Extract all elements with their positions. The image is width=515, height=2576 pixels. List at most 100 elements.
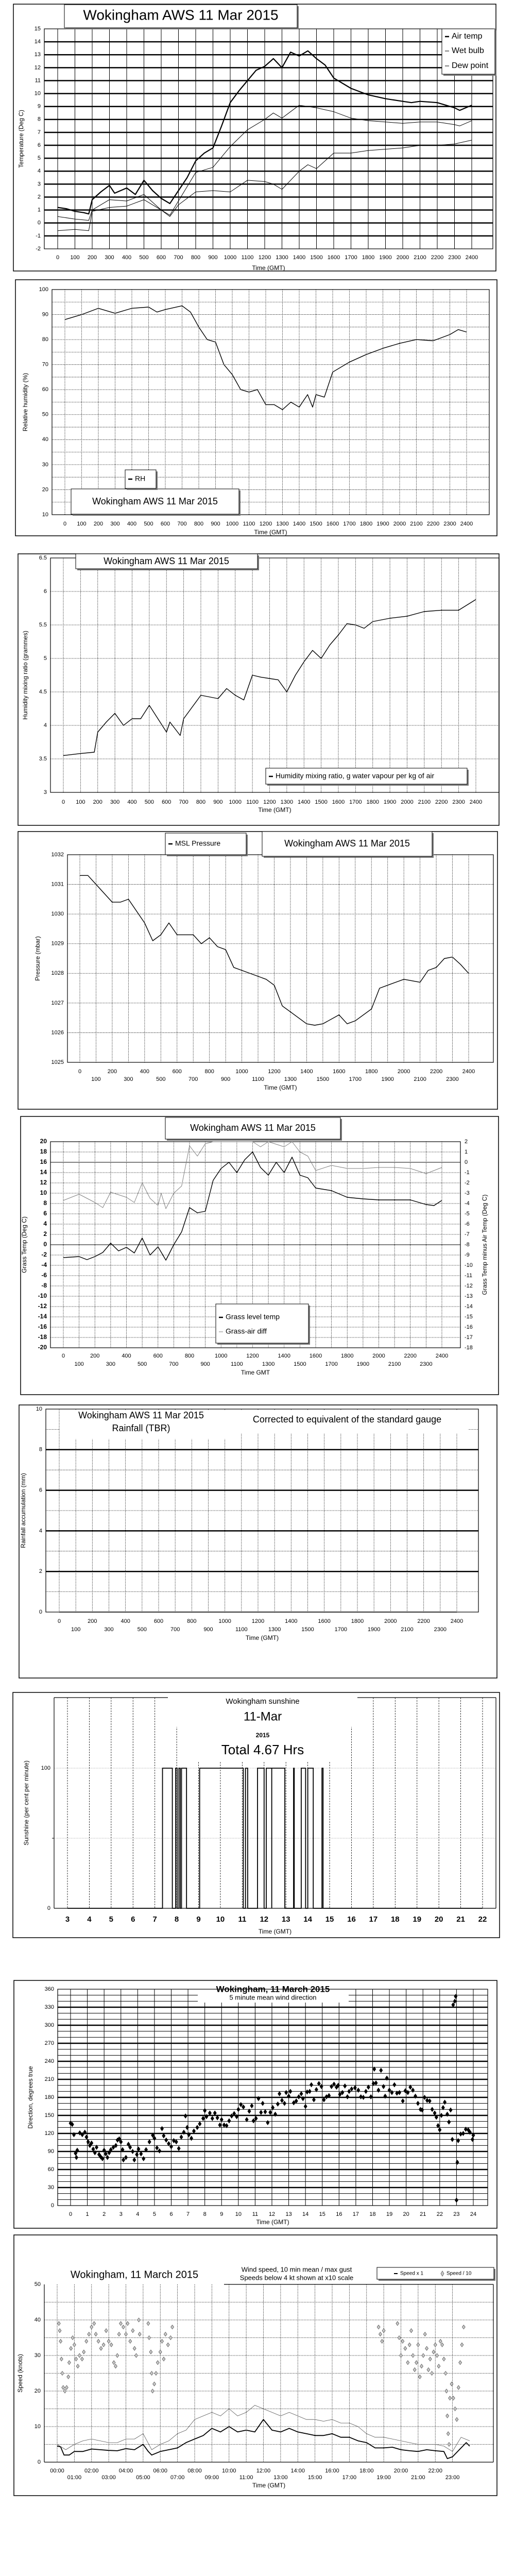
y-tick-label: 2 — [38, 194, 41, 200]
y-tick-label: -12 — [38, 1302, 47, 1310]
chart-title: Wokingham AWS 11 Mar 2015 — [104, 556, 229, 566]
x-tick-label: 900 — [200, 1361, 210, 1367]
title-box — [165, 1117, 341, 1140]
x-tick-label: 18 — [369, 2211, 375, 2217]
wind-direction-point — [420, 2107, 424, 2113]
speed-div10-marker — [134, 2353, 138, 2358]
wind-direction-point — [215, 2115, 219, 2121]
x-tick-label: 400 — [140, 1069, 149, 1075]
speed-div10-marker — [158, 2349, 162, 2354]
wind-direction-point — [204, 2114, 209, 2120]
speed-div10-marker — [447, 2442, 451, 2447]
x-tick-label: 1600 — [318, 1618, 330, 1624]
y2-tick-label: -8 — [465, 1242, 470, 1248]
x-tick-label: 1300 — [281, 799, 293, 805]
x-tick-label: 2 — [102, 2211, 106, 2217]
wind-direction-point — [336, 2082, 340, 2088]
wind-direction-point — [356, 2088, 360, 2093]
x-tick-label: 300 — [110, 521, 119, 527]
series — [63, 599, 476, 756]
x-tick-label: 1500 — [301, 1626, 314, 1633]
x-tick-label: 2300 — [446, 1076, 458, 1082]
x-tick-label: 800 — [185, 1353, 194, 1359]
y-tick-label: 20 — [42, 486, 48, 493]
wind-direction-point — [425, 2097, 429, 2103]
wind-direction-point — [109, 2147, 113, 2153]
y2-tick-label: 0 — [465, 1159, 468, 1165]
speed-div10-marker — [115, 2353, 119, 2358]
wind-direction-point — [366, 2084, 370, 2090]
x-axis-label: Time (GMT) — [258, 806, 291, 814]
speed-div10-marker — [409, 2328, 413, 2333]
y-tick-label: -4 — [41, 1261, 47, 1268]
x-tick-label: 2200 — [404, 1353, 417, 1359]
x-tick-label: 500 — [144, 521, 153, 527]
y-tick-label: 50 — [35, 2281, 41, 2287]
wind-direction-point — [287, 2093, 291, 2099]
x-tick-label: 15 — [319, 2211, 325, 2217]
y-tick-label: 7 — [38, 129, 41, 135]
wind-direction-point — [456, 2138, 460, 2143]
wind-direction-point — [439, 2113, 443, 2118]
x-tick-label: 600 — [157, 255, 166, 261]
x-tick-label: 1300 — [276, 255, 288, 261]
speed-div10-marker — [442, 2357, 446, 2362]
speed-div10-marker — [61, 2385, 65, 2390]
wind-direction-point — [299, 2091, 303, 2096]
wind-direction-point — [162, 2133, 166, 2139]
wind-direction-point — [242, 2104, 246, 2110]
x-tick-label: 3 — [119, 2211, 123, 2217]
x-tick-label: 2000 — [397, 255, 409, 261]
x-tick-label: 0 — [56, 255, 59, 261]
series-line-grass-level-temp — [63, 1151, 442, 1261]
speed-div10-marker — [163, 2332, 167, 2337]
speed-div10-marker — [76, 2364, 80, 2369]
x-tick-label: 09:00 — [205, 2475, 219, 2481]
x-tick-label: 2400 — [460, 521, 473, 527]
x-tick-label: 14:00 — [290, 2468, 305, 2474]
speed-div10-marker — [150, 2371, 153, 2376]
x-tick-label: 22 — [478, 1915, 487, 1924]
speed-div10-marker — [117, 2332, 121, 2337]
wind-direction-point — [225, 2123, 229, 2128]
wind-direction-point — [390, 2090, 394, 2095]
wind-direction-point — [263, 2109, 267, 2114]
x-tick-label: 600 — [153, 1353, 163, 1359]
y-tick-label: 18 — [40, 1148, 47, 1155]
y-tick-label: 0 — [38, 2459, 41, 2465]
wind-direction-point — [245, 2117, 249, 2123]
x-tick-label: 14 — [303, 1915, 312, 1924]
speed-div10-marker — [122, 2325, 125, 2330]
wind-direction-point — [433, 2110, 437, 2116]
x-tick-label: 13 — [282, 1915, 290, 1924]
y2-tick-label: -7 — [465, 1231, 470, 1238]
wind-direction-point — [383, 2093, 387, 2099]
speed-div10-marker — [456, 2385, 460, 2390]
wind-direction-point — [343, 2083, 347, 2089]
wind-direction-point — [382, 2084, 386, 2089]
x-tick-label: 1800 — [341, 1353, 353, 1359]
x-tick-label: 12 — [269, 2211, 275, 2217]
wind-direction-point — [201, 2115, 205, 2121]
x-tick-label: 100 — [77, 521, 86, 527]
y-tick-label: 12 — [35, 64, 41, 71]
title-box — [75, 553, 258, 569]
wind-direction-point — [179, 2134, 183, 2140]
legend-label: Wet bulb — [452, 46, 484, 55]
x-tick-label: 6 — [169, 2211, 173, 2217]
speed-div10-marker — [124, 2332, 128, 2337]
title-area — [198, 1986, 349, 2003]
chart-4: 1025 1026 1027 1028 1029 1030 1031 1032 0 100 200 3… — [18, 831, 498, 1110]
x-tick-label: 900 — [213, 799, 222, 805]
speed-div10-marker — [168, 2335, 173, 2340]
x-tick-label: 1100 — [246, 799, 259, 805]
x-tick-label: 0 — [69, 2211, 72, 2217]
x-tick-label: 1400 — [300, 1069, 313, 1075]
legend-swatch — [440, 2270, 444, 2277]
speed-div10-marker — [397, 2335, 401, 2340]
y-tick-label: 70 — [42, 362, 48, 368]
x-tick-label: 1700 — [343, 521, 355, 527]
wind-direction-point — [90, 2140, 94, 2146]
y-tick-label: 4 — [39, 1528, 42, 1534]
